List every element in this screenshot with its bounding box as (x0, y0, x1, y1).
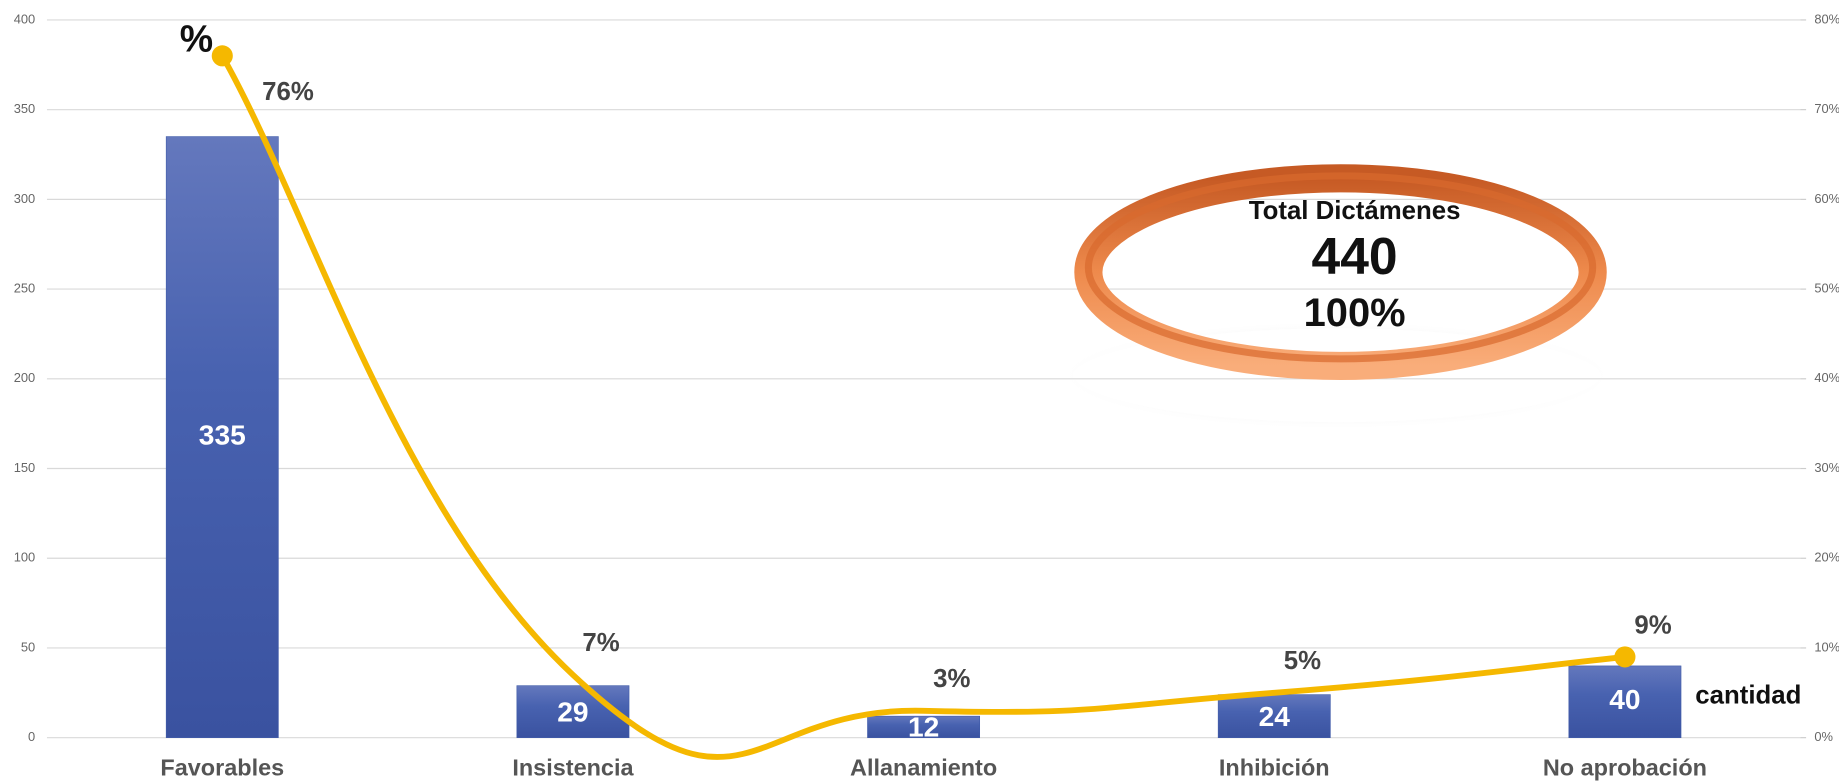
bar (1217, 694, 1331, 738)
badge-share: 100% (1304, 291, 1406, 335)
y2-tick-label: 20% (1814, 550, 1839, 565)
y2-tick-label: 40% (1814, 370, 1839, 385)
x-tick-label: Favorables (160, 755, 284, 781)
line-value-label: 9% (1634, 611, 1671, 639)
line-marker (1614, 646, 1636, 668)
y-tick-label: 400 (14, 11, 36, 26)
y2-tick-label: 60% (1814, 191, 1839, 206)
x-tick-label: Inhibición (1219, 755, 1330, 781)
x-tick-label: No aprobación (1543, 755, 1707, 781)
bar (516, 685, 630, 738)
line-value-label: 76% (262, 78, 314, 106)
bar-value-label: 24 (1259, 701, 1291, 732)
x-tick-label: Insistencia (512, 755, 634, 781)
line-value-label: 5% (1284, 647, 1321, 675)
line-marker (211, 45, 233, 67)
bar (867, 715, 981, 738)
y-tick-label: 0 (28, 729, 35, 744)
bar-value-label: 29 (557, 696, 588, 727)
bar-value-label: 40 (1609, 684, 1640, 715)
series-label: % (180, 18, 213, 60)
y-tick-label: 50 (21, 639, 35, 654)
y-tick-label: 350 (14, 101, 36, 116)
bar-value-label: 335 (199, 420, 246, 451)
y-tick-label: 250 (14, 280, 36, 295)
line-value-label: 7% (582, 629, 619, 657)
bar (1568, 665, 1682, 738)
bar (165, 136, 279, 738)
y2-tick-label: 50% (1814, 280, 1839, 295)
y-tick-label: 150 (14, 460, 36, 475)
line-value-label: 3% (933, 665, 970, 693)
y2-tick-label: 0% (1814, 729, 1833, 744)
bar-value-label: 12 (908, 712, 939, 743)
y2-tick-label: 10% (1814, 639, 1839, 654)
y2-tick-label: 80% (1814, 11, 1839, 26)
ring-edge (1084, 172, 1597, 363)
y2-tick-label: 30% (1814, 460, 1839, 475)
badge-title: Total Dictámenes (1249, 197, 1461, 225)
badge-total: 440 (1312, 227, 1398, 285)
y-tick-label: 300 (14, 191, 36, 206)
ring-shadow (1061, 316, 1613, 434)
y-tick-label: 200 (14, 370, 36, 385)
total-badge: Total Dictámenes 440 100% (1061, 164, 1613, 434)
plot: 0 50 100 150 200 250 300 350 400 0% 10% 20% 30% 40% 50… (14, 11, 1839, 780)
x-tick-label: Allanamiento (850, 755, 997, 781)
line (219, 52, 1628, 760)
y-tick-label: 100 (14, 550, 36, 565)
y2-tick-label: 70% (1814, 101, 1839, 116)
series-label: cantidad (1695, 681, 1801, 709)
